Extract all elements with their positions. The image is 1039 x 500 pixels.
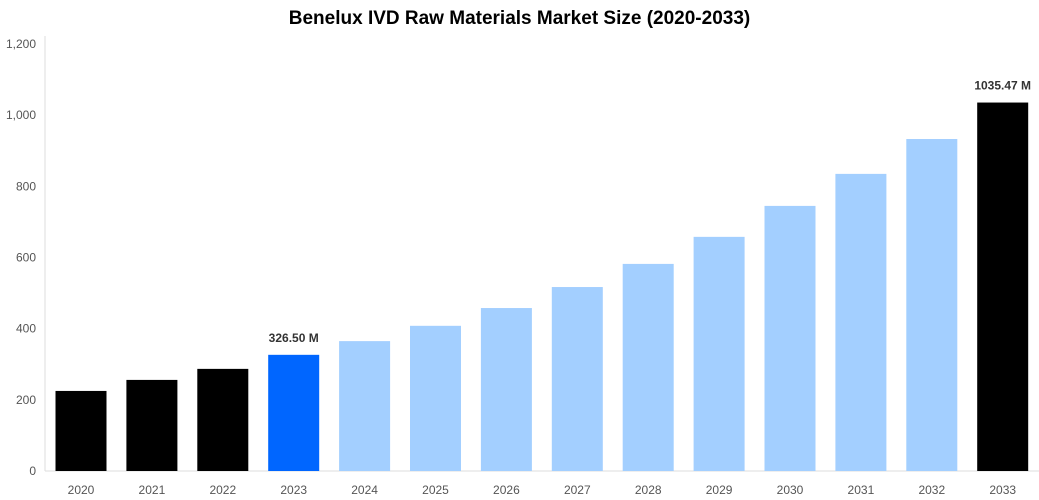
x-tick-label: 2033 <box>989 483 1016 497</box>
y-tick-label: 200 <box>16 393 36 407</box>
x-tick-label: 2024 <box>351 483 378 497</box>
x-tick-label: 2032 <box>918 483 945 497</box>
x-tick-label: 2030 <box>777 483 804 497</box>
data-label-2023: 326.50 M <box>269 331 319 345</box>
x-tick-label: 2025 <box>422 483 449 497</box>
y-tick-label: 0 <box>29 464 36 478</box>
x-tick-label: 2027 <box>564 483 591 497</box>
bar-2031 <box>835 173 887 472</box>
bar-2026 <box>480 308 532 471</box>
bar-2022 <box>197 368 249 471</box>
y-tick-label: 400 <box>16 322 36 336</box>
x-tick-label: 2021 <box>139 483 166 497</box>
x-tick-label: 2020 <box>68 483 95 497</box>
x-tick-label: 2023 <box>280 483 307 497</box>
y-tick-label: 1,200 <box>6 37 36 51</box>
bar-2025 <box>410 325 461 471</box>
x-tick-label: 2029 <box>706 483 733 497</box>
x-tick-label: 2031 <box>848 483 875 497</box>
data-label-2033: 1035.47 M <box>974 79 1031 93</box>
bar-2033 <box>977 102 1029 471</box>
y-tick-label: 600 <box>16 251 36 265</box>
bar-2028 <box>622 263 674 471</box>
y-tick-label: 800 <box>16 179 36 193</box>
bar-2032 <box>906 139 958 471</box>
chart-title: Benelux IVD Raw Materials Market Size (2… <box>288 8 751 29</box>
x-tick-label: 2026 <box>493 483 520 497</box>
x-tick-label: 2022 <box>209 483 236 497</box>
bar-2021 <box>126 379 178 471</box>
bar-2023 <box>268 354 320 471</box>
bar-2024 <box>339 341 391 471</box>
x-tick-label: 2028 <box>635 483 662 497</box>
y-tick-label: 1,000 <box>6 108 36 122</box>
bar-2030 <box>764 205 816 471</box>
bar-2020 <box>55 390 107 471</box>
bar-2027 <box>551 287 603 471</box>
bar-2029 <box>693 236 745 471</box>
